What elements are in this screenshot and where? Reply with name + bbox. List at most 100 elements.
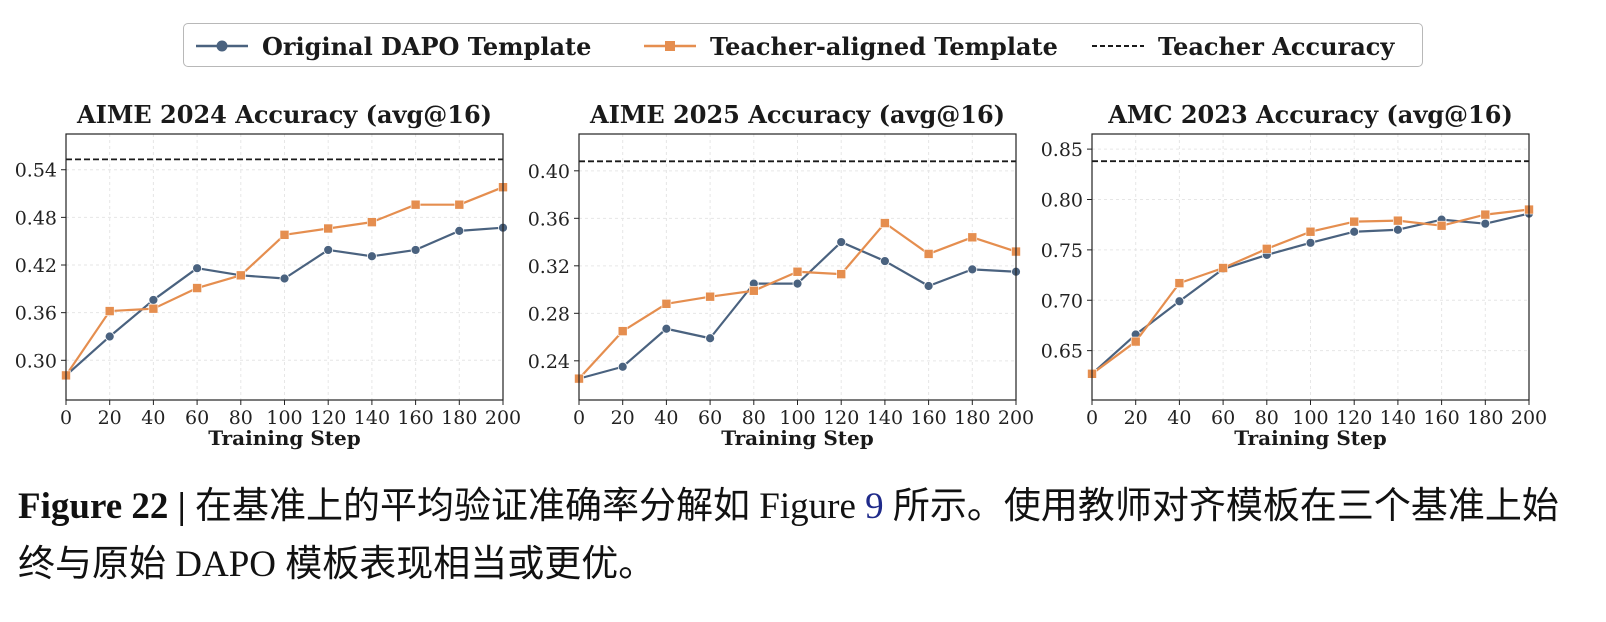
x-axis-label: Training Step — [208, 426, 361, 450]
legend-label-teacher-accuracy: Teacher Accuracy — [1158, 31, 1395, 61]
data-point-teacher-aligned-template — [748, 285, 759, 296]
y-tick-label: 0.28 — [528, 303, 570, 325]
x-tick-label: 120 — [823, 407, 859, 429]
x-tick-label: 40 — [1167, 407, 1191, 429]
x-tick-label: 80 — [1255, 407, 1279, 429]
data-point-teacher-aligned-template — [1130, 336, 1141, 347]
chart-title: AIME 2025 Accuracy (avg@16) — [589, 100, 1005, 129]
chart-title: AMC 2023 Accuracy (avg@16) — [1107, 100, 1513, 129]
data-point-original-dapo-template — [967, 264, 978, 275]
chart-panel-1: 0 20 40 60 80 100 120 140 160 180 200 0.30 0.36 0.42 0… — [15, 100, 521, 450]
x-tick-label: 100 — [266, 407, 302, 429]
x-tick-label: 120 — [310, 407, 346, 429]
data-point-teacher-aligned-template — [880, 218, 890, 228]
x-tick-label: 120 — [1336, 407, 1372, 429]
data-point-original-dapo-template — [454, 225, 465, 236]
legend-label-teacher-aligned: Teacher-aligned Template — [710, 31, 1058, 61]
y-tick-label: 0.36 — [528, 208, 570, 230]
data-point-original-dapo-template — [792, 278, 803, 289]
data-point-teacher-aligned-template — [1436, 220, 1447, 231]
data-point-original-dapo-template — [1480, 218, 1491, 229]
data-point-teacher-aligned-template — [836, 269, 847, 279]
x-tick-label: 140 — [354, 407, 390, 429]
data-point-teacher-aligned-template — [1305, 226, 1316, 237]
x-tick-label: 160 — [910, 407, 946, 429]
series-line-teacher-aligned-template — [578, 221, 1017, 380]
x-tick-label: 160 — [397, 407, 433, 429]
data-point-original-dapo-template — [1174, 296, 1185, 307]
data-point-teacher-aligned-template — [410, 199, 421, 210]
legend-swatch-teacher-accuracy — [1092, 45, 1144, 47]
y-tick-label: 0.48 — [15, 207, 57, 229]
x-tick-label: 180 — [954, 407, 990, 429]
data-point-teacher-aligned-template — [279, 230, 290, 240]
x-tick-label: 80 — [742, 407, 766, 429]
data-point-teacher-aligned-template — [1393, 215, 1403, 226]
data-point-original-dapo-template — [880, 256, 890, 266]
x-tick-label: 140 — [1380, 407, 1416, 429]
x-tick-label: 200 — [998, 407, 1034, 429]
caption-text-before: 在基准上的平均验证准确率分解如 Figure — [185, 486, 866, 527]
x-tick-label: 40 — [141, 407, 165, 429]
data-point-original-dapo-template — [104, 331, 115, 342]
data-point-teacher-aligned-template — [367, 217, 377, 227]
data-point-teacher-aligned-template — [1218, 263, 1228, 273]
x-tick-label: 200 — [1511, 407, 1547, 429]
y-tick-label: 0.32 — [528, 256, 570, 278]
chart-panel-2: 0 20 40 60 80 100 120 140 160 180 200 0.24 0.28 0.32 0… — [528, 100, 1034, 450]
x-tick-label: 0 — [1086, 407, 1098, 429]
data-point-teacher-aligned-template — [967, 232, 978, 243]
x-axis-label: Training Step — [1234, 426, 1387, 450]
data-point-original-dapo-template — [661, 323, 672, 334]
data-point-teacher-aligned-template — [148, 303, 159, 314]
figure: Original DAPO Template Teacher-aligned T… — [15, 23, 1547, 450]
legend-item-teacher-accuracy: Teacher Accuracy — [1090, 24, 1394, 68]
chart-title: AIME 2024 Accuracy (avg@16) — [76, 100, 492, 129]
data-point-teacher-aligned-template — [792, 266, 803, 277]
data-point-teacher-aligned-template — [192, 283, 202, 293]
data-point-original-dapo-template — [705, 333, 715, 344]
chart-legend: Original DAPO Template Teacher-aligned T… — [183, 23, 1423, 67]
data-point-original-dapo-template — [366, 251, 377, 262]
x-tick-label: 0 — [60, 407, 72, 429]
y-tick-label: 0.40 — [528, 161, 570, 183]
x-tick-label: 200 — [485, 407, 521, 429]
data-point-teacher-aligned-template — [617, 326, 628, 336]
data-point-teacher-aligned-template — [661, 299, 672, 309]
data-point-original-dapo-template — [1305, 237, 1316, 248]
legend-item-teacher-aligned: Teacher-aligned Template — [642, 24, 1058, 68]
data-point-original-dapo-template — [617, 361, 628, 372]
data-point-teacher-aligned-template — [923, 249, 934, 259]
data-point-teacher-aligned-template — [454, 199, 465, 210]
legend-label-original: Original DAPO Template — [262, 31, 592, 61]
figure-caption: Figure 22 | 在基准上的平均验证准确率分解如 Figure 9 所示。… — [18, 478, 1588, 594]
y-tick-label: 0.85 — [1041, 139, 1083, 161]
data-point-original-dapo-template — [836, 237, 847, 247]
data-point-original-dapo-template — [192, 263, 203, 274]
x-tick-label: 60 — [698, 407, 722, 429]
y-tick-label: 0.24 — [528, 351, 570, 373]
data-point-original-dapo-template — [323, 245, 334, 255]
x-tick-label: 180 — [441, 407, 477, 429]
x-tick-label: 20 — [1124, 407, 1148, 429]
caption-figure-ref[interactable]: 9 — [865, 486, 884, 527]
x-tick-label: 60 — [1211, 407, 1235, 429]
y-tick-label: 0.42 — [15, 255, 57, 277]
y-tick-label: 0.65 — [1041, 341, 1083, 363]
data-point-original-dapo-template — [1393, 224, 1403, 235]
x-tick-label: 80 — [229, 407, 253, 429]
data-point-original-dapo-template — [1349, 226, 1360, 237]
x-tick-label: 160 — [1423, 407, 1459, 429]
x-tick-label: 40 — [654, 407, 678, 429]
data-point-original-dapo-template — [410, 245, 421, 255]
x-tick-label: 20 — [98, 407, 122, 429]
x-tick-label: 0 — [573, 407, 585, 429]
data-point-teacher-aligned-template — [104, 306, 115, 316]
y-tick-label: 0.75 — [1041, 240, 1083, 262]
legend-swatch-original — [196, 40, 248, 52]
y-tick-label: 0.54 — [15, 160, 57, 182]
legend-swatch-teacher-aligned — [644, 41, 696, 51]
chart-panel-3: 0 20 40 60 80 100 120 140 160 180 200 0.65 0.70 0.75 0… — [1041, 100, 1547, 450]
x-tick-label: 20 — [611, 407, 635, 429]
y-tick-label: 0.36 — [15, 303, 57, 325]
